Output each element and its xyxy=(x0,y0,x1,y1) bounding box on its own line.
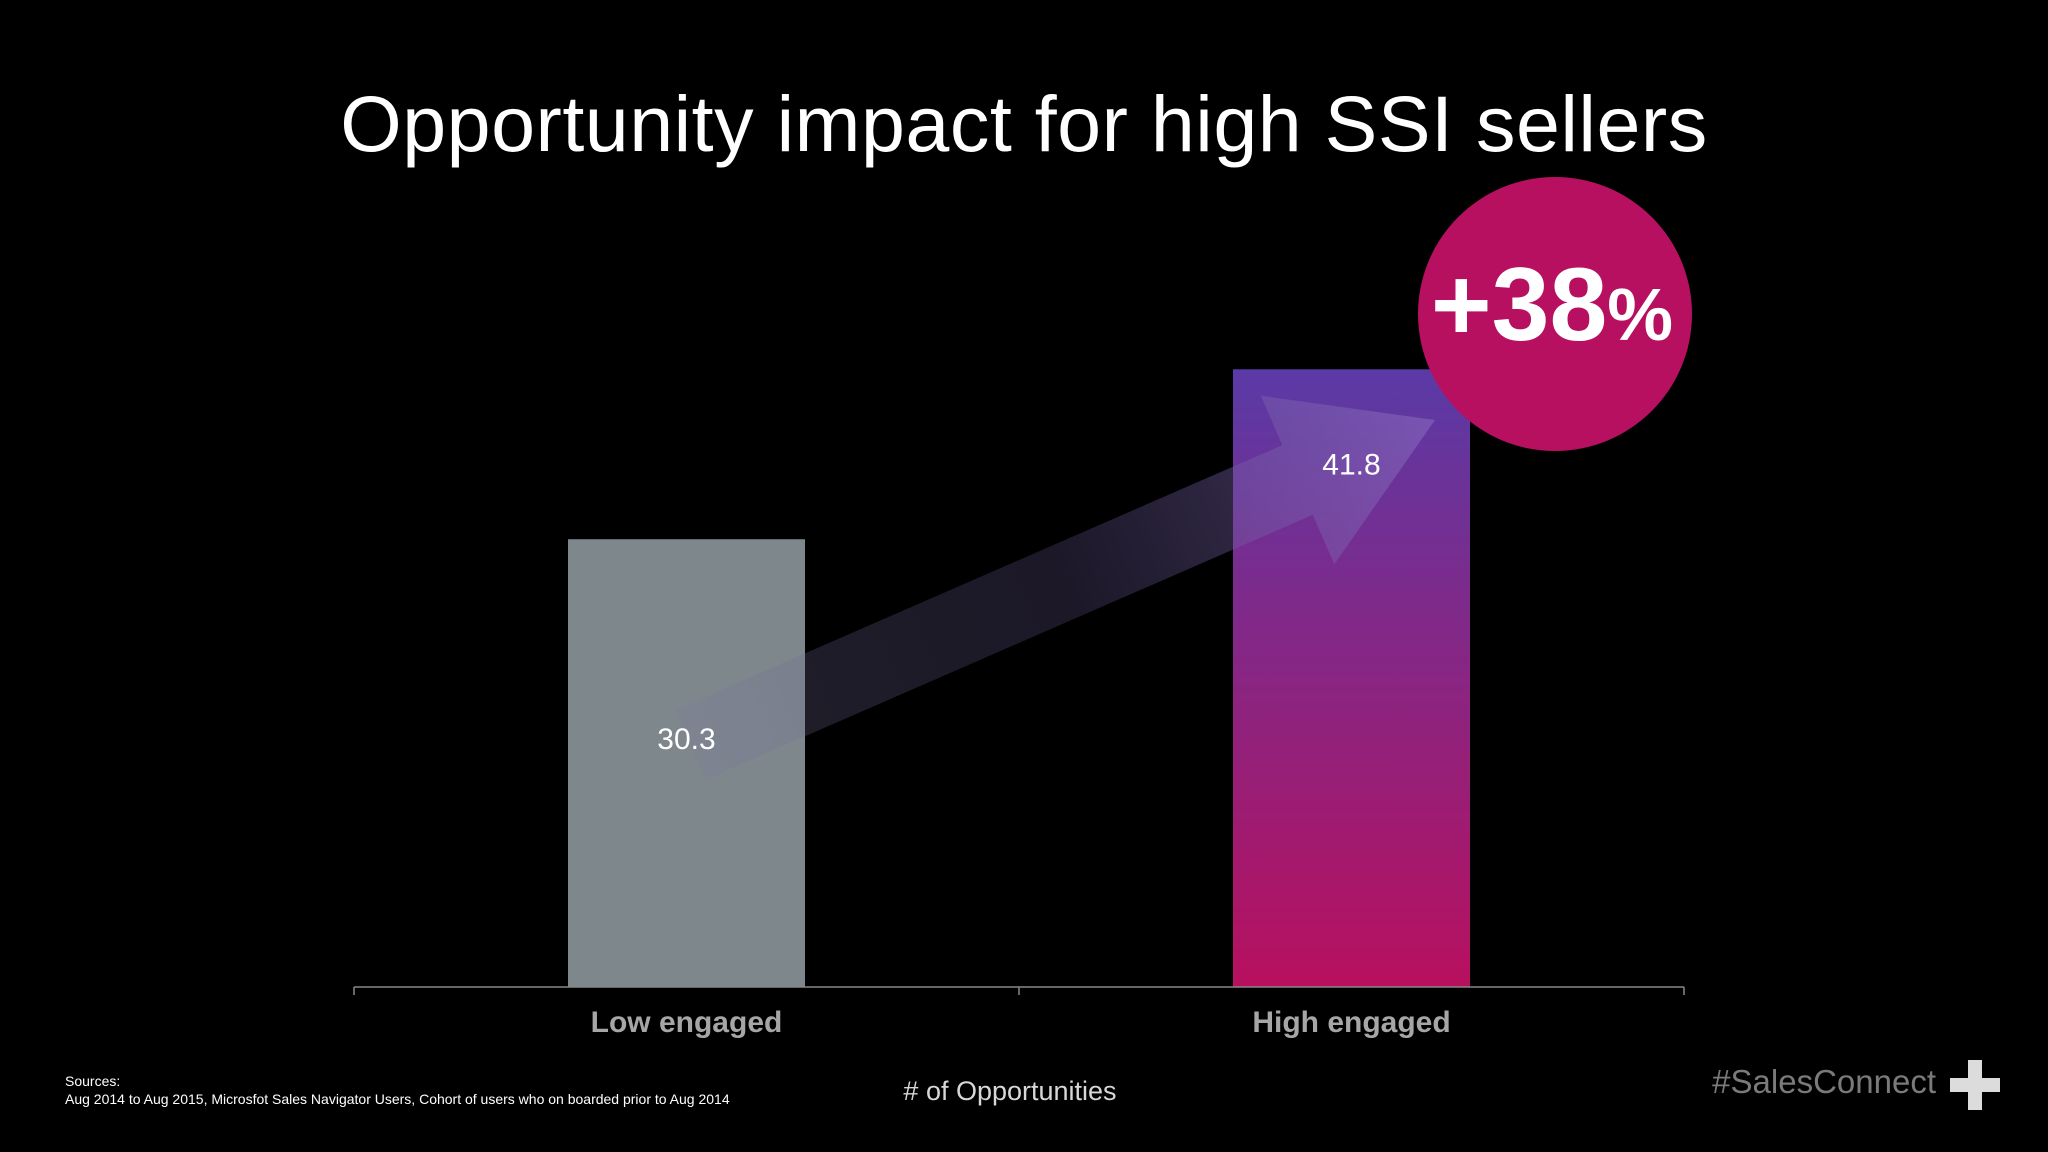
data-label-low: 30.3 xyxy=(657,723,715,756)
category-label: Low engaged xyxy=(591,1006,783,1039)
hashtag-label: #SalesConnect xyxy=(1712,1063,1936,1100)
trend-arrow-icon xyxy=(674,395,1435,780)
chart-title: Opportunity impact for high SSI sellers xyxy=(340,79,1708,168)
sources-text: Aug 2014 to Aug 2015, Microsfot Sales Na… xyxy=(65,1091,730,1107)
plus-logo-icon xyxy=(1950,1060,2000,1110)
metric-label: # of Opportunities xyxy=(903,1076,1117,1106)
callout-circle xyxy=(1418,177,1692,451)
sources-heading: Sources: xyxy=(65,1073,121,1089)
bar-low-engaged xyxy=(568,539,805,987)
data-label-high: 41.8 xyxy=(1322,448,1380,481)
category-label: High engaged xyxy=(1252,1006,1450,1039)
sources-note: Sources: Aug 2014 to Aug 2015, Microsfot… xyxy=(65,1072,730,1108)
callout-percent-label: +38% xyxy=(1431,247,1673,363)
